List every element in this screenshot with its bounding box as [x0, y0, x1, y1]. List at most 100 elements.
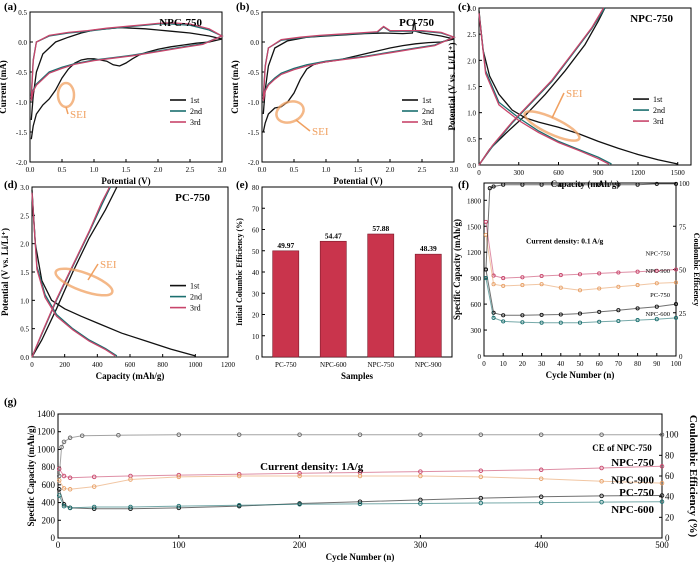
y-tick-label: 1200: [37, 427, 56, 437]
sei-highlight: [275, 100, 305, 124]
x-tick-label: 1500: [671, 169, 686, 177]
chart-title: PC-750: [399, 17, 434, 29]
panel-g: (g)0 100 200 300 400 500020040060080010001200…: [4, 396, 699, 562]
bar-value-label: 48.39: [420, 244, 437, 253]
sei-highlight: [54, 267, 114, 297]
y-tick-label: 80: [252, 184, 260, 192]
y-tick-label: 70: [252, 205, 260, 213]
sei-arrow: [87, 263, 99, 281]
y-tick-label: 50: [252, 248, 260, 256]
y-axis-label: Specific Capacity (mAh/g): [452, 219, 462, 320]
data-point: [61, 439, 67, 445]
x-tick-label: 10: [500, 360, 508, 368]
sei-arrow: [551, 92, 565, 119]
series-label: NPC-600: [645, 311, 670, 318]
x-tick-label: 3.0: [450, 166, 459, 174]
plot-frame: [478, 7, 692, 166]
panel-label: (g): [4, 396, 17, 408]
legend-label: 1st: [422, 96, 432, 105]
y-tick-label: 0.5: [18, 9, 27, 17]
y-tick-label: 0: [478, 353, 482, 361]
y-tick-label: 40: [252, 269, 260, 277]
y-axis-label: Initial Columbic Efficiency (%): [235, 218, 244, 326]
sei-label: SEI: [312, 126, 329, 138]
category-label: NPC-900: [415, 361, 442, 369]
legend-label: 2nd: [653, 106, 665, 115]
x-tick-label: 1.0: [322, 166, 331, 174]
legend-label: 1st: [190, 282, 200, 291]
chart-title: PC-750: [175, 192, 210, 204]
bar-value-label: 57.88: [372, 224, 389, 233]
y-tick-label: 0.0: [250, 39, 259, 47]
bar: [414, 253, 442, 358]
series-line-2nd: [478, 13, 612, 165]
panel-label: (f): [458, 179, 469, 191]
data-point: [56, 478, 62, 483]
bar: [272, 250, 300, 358]
y-right-tick-label: 60: [665, 471, 675, 481]
x-axis-label: Samples: [341, 371, 374, 381]
series-trend: [58, 475, 663, 490]
x-tick-label: 300: [414, 540, 428, 550]
y-axis-label: Current (mA): [0, 60, 8, 114]
panel-label: (d): [4, 179, 18, 191]
y-tick-label: 0.5: [467, 136, 476, 144]
x-tick-label: 400: [92, 361, 103, 369]
x-tick-label: 200: [293, 540, 307, 550]
data-point: [56, 493, 62, 498]
x-tick-label: 1200: [221, 361, 236, 369]
y-tick-label: 1.5: [467, 84, 476, 92]
series-line-3rd-charge: [31, 186, 111, 358]
x-tick-label: 50: [577, 360, 585, 368]
series-line-3rd: [262, 25, 456, 101]
x-tick-label: 0: [30, 361, 34, 369]
series-label: NPC-750: [645, 251, 670, 258]
category-label: NPC-600: [320, 361, 347, 369]
bar-value-label: 54.47: [325, 231, 342, 240]
series-line-1st-charge: [478, 7, 606, 166]
x-tick-label: 600: [125, 361, 136, 369]
y-tick-label: 0.0: [467, 162, 476, 170]
y-right-tick-label: 0: [665, 533, 670, 543]
legend-label: 3rd: [422, 118, 433, 127]
y-tick-label: -1.5: [248, 129, 260, 137]
category-label: NPC-750: [368, 361, 395, 369]
y-tick-label: 20: [252, 312, 260, 320]
legend-label: 3rd: [190, 118, 201, 127]
x-tick-label: 1.5: [122, 166, 131, 174]
legend-label: 3rd: [190, 304, 201, 313]
x-tick-label: 600: [553, 169, 564, 177]
series-trend: [485, 278, 677, 324]
y-tick-label: 2.5: [20, 212, 29, 220]
x-tick-label: 1000: [188, 361, 203, 369]
legend-label: 2nd: [422, 107, 434, 116]
sei-arrow: [65, 106, 69, 115]
series-line-1st: [478, 10, 678, 165]
series-label: NPC-900: [645, 268, 670, 275]
y-tick-label: 800: [42, 462, 56, 472]
y-tick-label: 200: [42, 515, 56, 525]
y-axis-label: Specific Capacity (mAh/g): [26, 426, 36, 527]
y-tick-label: 0.5: [250, 9, 259, 17]
y-tick-label: 0.0: [20, 354, 29, 362]
y-axis-label: Current (mA): [230, 60, 240, 114]
panel-b: (b) 0.0 0.5 1.0 1.5 2.0 2.5 3.0 -2.0 -1.5 -1.0 -0.5…: [56, 1, 459, 186]
x-tick-label: 500: [655, 540, 669, 550]
panel-label: (a): [4, 1, 17, 13]
series-label: PC-750: [619, 487, 654, 499]
x-tick-label: 20: [519, 360, 527, 368]
y-tick-label: -0.5: [16, 69, 28, 77]
x-tick-label: 40: [557, 360, 565, 368]
series-trend: [485, 183, 676, 270]
series-trend: [58, 434, 662, 477]
x-axis-label: Potential (V): [333, 176, 382, 186]
series-label: NPC-900: [611, 474, 654, 486]
y-right-tick-label: 0: [679, 353, 683, 361]
plot-frame: [31, 186, 229, 358]
panel-c: (c) 0 300 600 900 1200 1500 0.0 0.5 1.0 1.5 2.0 2.5 3…: [447, 1, 692, 189]
x-tick-label: 70: [615, 360, 623, 368]
y-tick-label: 0.5: [20, 326, 29, 334]
y-right-tick-label: 100: [665, 430, 679, 440]
legend-label: 2nd: [190, 107, 202, 116]
